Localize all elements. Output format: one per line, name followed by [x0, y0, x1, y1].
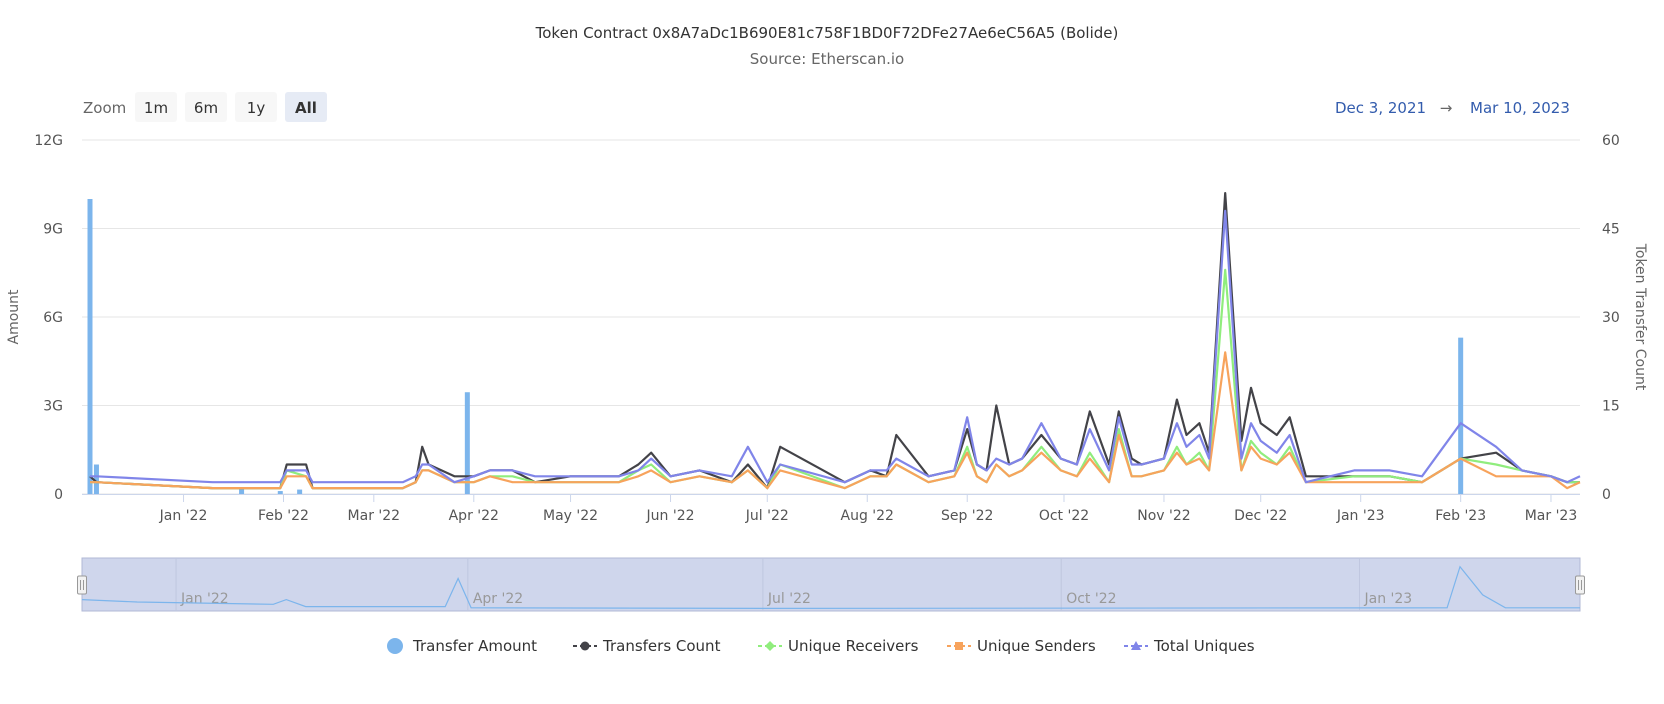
legend-label: Transfers Count	[602, 637, 721, 655]
series-line-unique-senders	[90, 351, 1581, 490]
navigator-handle-right[interactable]	[1575, 575, 1585, 595]
series-line-transfers-count	[89, 192, 1580, 490]
zoom-button-1y[interactable]: 1y	[235, 92, 277, 122]
left-tick-label: 9G	[43, 222, 63, 238]
left-axis-ticks: 0 3G 6G 9G 12G	[34, 133, 63, 503]
legend: Transfer Amount Transfers Count Unique Rec…	[387, 637, 1255, 655]
right-tick-label: 15	[1602, 399, 1620, 415]
legend-item-total-uniques[interactable]: Total Uniques	[1124, 637, 1255, 655]
transfer-amount-bar	[93, 464, 99, 494]
x-tick-label: Jul '22	[745, 508, 789, 524]
range-selector: Dec 3, 2021 → Mar 10, 2023	[1335, 99, 1570, 117]
right-tick-label: 30	[1602, 310, 1620, 326]
x-tick-label: Aug '22	[841, 508, 894, 524]
zoom-button-1m[interactable]: 1m	[135, 92, 177, 122]
right-tick-label: 0	[1602, 487, 1611, 503]
navigator-mask[interactable]	[81, 557, 1581, 612]
right-axis-ticks: 0 15 30 45 60	[1602, 133, 1620, 503]
legend-item-transfer-amount[interactable]: Transfer Amount	[387, 637, 537, 655]
navigator-tick-label: Jul '22	[767, 591, 811, 607]
zoom-label: Zoom	[83, 99, 126, 117]
series-line-unique-receivers	[90, 268, 1580, 490]
legend-label: Unique Senders	[977, 637, 1096, 655]
x-tick-label: Feb '23	[1435, 508, 1486, 524]
legend-symbol	[387, 638, 403, 654]
zoom-button-6m[interactable]: 6m	[185, 92, 227, 122]
x-tick-label: Jan '22	[159, 508, 208, 524]
zoom-button-label[interactable]: 1m	[144, 99, 168, 117]
navigator-tick-label: Jan '22	[180, 591, 229, 607]
legend-item-transfers-count[interactable]: Transfers Count	[573, 637, 721, 655]
zoom-button-bg[interactable]	[185, 92, 227, 122]
x-axis-ticks: Jan '22 Feb '22 Mar '22 Apr '22 May '22 Jun '…	[159, 494, 1578, 524]
zoom-button-bg[interactable]	[235, 92, 277, 122]
x-tick-label: Apr '22	[449, 508, 499, 524]
navigator-tick-label: Apr '22	[473, 591, 523, 607]
legend-label: Transfer Amount	[412, 637, 537, 655]
x-tick-label: Oct '22	[1039, 508, 1089, 524]
x-tick-label: Nov '22	[1137, 508, 1190, 524]
transfer-amount-bar	[464, 392, 470, 494]
navigator-tick-label: Oct '22	[1066, 591, 1116, 607]
zoom-button-All[interactable]: All	[285, 92, 327, 122]
x-tick-label: Dec '22	[1234, 508, 1287, 524]
navigator-handle[interactable]	[77, 575, 87, 595]
x-tick-label: Jun '22	[646, 508, 695, 524]
left-tick-label: 0	[54, 487, 63, 503]
x-tick-label: Jan '23	[1336, 508, 1385, 524]
legend-item-unique-senders[interactable]: Unique Senders	[947, 637, 1096, 655]
left-tick-label: 12G	[34, 133, 63, 149]
navigator-handle[interactable]	[1575, 575, 1585, 595]
x-tick-label: Sep '22	[941, 508, 994, 524]
zoom-controls: Zoom 1m 6m 1y All	[83, 92, 327, 122]
left-axis-title: Amount	[6, 289, 22, 345]
right-tick-label: 60	[1602, 133, 1620, 149]
legend-symbol	[765, 641, 775, 651]
left-tick-label: 6G	[43, 310, 63, 326]
legend-label: Total Uniques	[1153, 637, 1255, 655]
zoom-button-bg[interactable]	[285, 92, 327, 122]
x-tick-label: Feb '22	[258, 508, 309, 524]
zoom-button-label[interactable]: 6m	[194, 99, 218, 117]
transfer-amount-bars	[87, 199, 1464, 494]
legend-symbol	[955, 642, 963, 650]
x-tick-label: Mar '22	[348, 508, 401, 524]
right-axis-title: Token Transfer Count	[1632, 243, 1648, 391]
x-tick-label: Mar '23	[1525, 508, 1578, 524]
zoom-button-label[interactable]: All	[295, 99, 317, 117]
transfer-amount-bar	[239, 488, 245, 494]
chart-subtitle: Source: Etherscan.io	[750, 50, 904, 68]
legend-symbol	[580, 641, 590, 651]
right-tick-label: 45	[1602, 222, 1620, 238]
navigator-series	[81, 565, 1580, 610]
x-tick-label: May '22	[543, 508, 598, 524]
range-arrow: →	[1440, 99, 1453, 117]
legend-label: Unique Receivers	[788, 637, 919, 655]
zoom-button-bg[interactable]	[135, 92, 177, 122]
transfer-amount-bar	[87, 199, 93, 494]
transfer-amount-bar	[277, 491, 283, 494]
legend-item-unique-receivers[interactable]: Unique Receivers	[758, 637, 919, 655]
transfer-amount-bar	[297, 489, 303, 494]
grid-lines	[82, 139, 1580, 495]
transfer-amount-bar	[1458, 337, 1464, 494]
left-tick-label: 3G	[43, 399, 63, 415]
range-from[interactable]: Dec 3, 2021	[1335, 99, 1426, 117]
navigator-handle-left[interactable]	[77, 575, 87, 595]
range-to[interactable]: Mar 10, 2023	[1470, 99, 1570, 117]
navigator[interactable]: Jan '22 Apr '22 Jul '22 Oct '22 Jan '23	[77, 557, 1585, 612]
zoom-button-label[interactable]: 1y	[247, 99, 266, 117]
navigator-tick-label: Jan '23	[1364, 591, 1413, 607]
chart-title: Token Contract 0x8A7aDc1B690E81c758F1BD0…	[535, 24, 1119, 42]
series-lines	[89, 192, 1581, 490]
legend-symbol	[1131, 641, 1141, 650]
series-line-total-uniques	[90, 209, 1581, 484]
